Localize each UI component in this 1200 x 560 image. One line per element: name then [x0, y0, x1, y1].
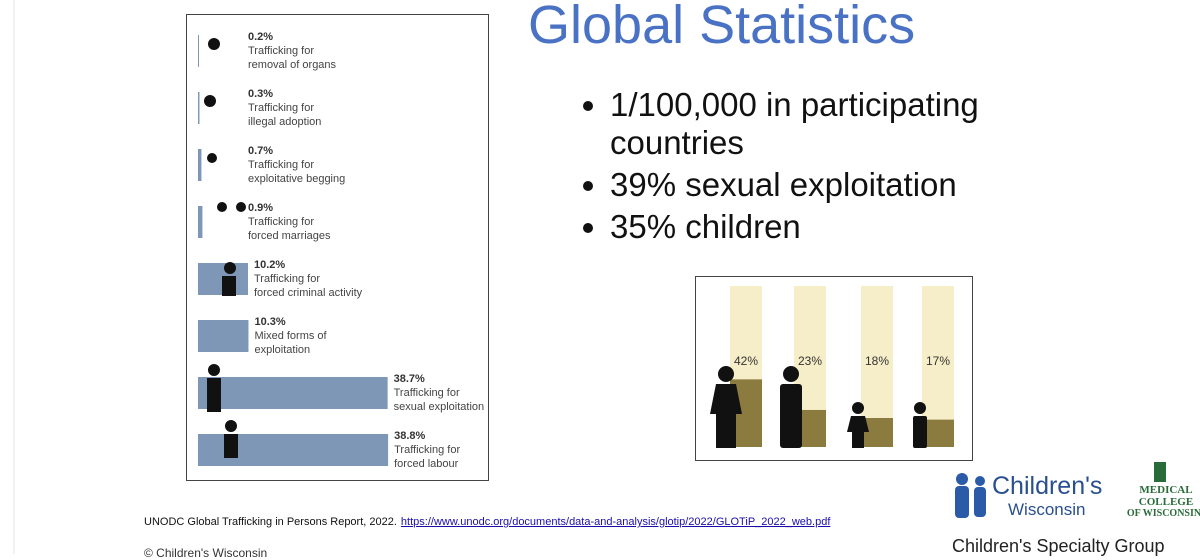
- icon: [217, 202, 227, 212]
- bar: [198, 35, 199, 67]
- logo-text: OF WISCONSIN: [1126, 508, 1200, 519]
- category-label: Trafficking for removal of organs: [248, 45, 337, 71]
- chart-frame: [695, 276, 973, 461]
- icon: [710, 384, 742, 448]
- value-label: 42%: [733, 354, 759, 368]
- logo-text: Children's Specialty Group: [952, 536, 1165, 556]
- logo-icon: [1154, 462, 1166, 482]
- value-label: 23%: [797, 354, 823, 368]
- icon: [914, 402, 926, 414]
- icon: [208, 364, 220, 376]
- icon: [207, 153, 217, 163]
- value-label: 18%: [864, 354, 890, 368]
- logo-text: COLLEGE: [1138, 496, 1194, 508]
- logo-icon: [955, 486, 969, 518]
- bar: [198, 149, 202, 181]
- value-label: 38.7%: [393, 373, 425, 385]
- icon: [224, 262, 236, 274]
- icon: [852, 402, 864, 414]
- icon: [208, 38, 220, 50]
- slide-title: Global Statistics: [528, 0, 916, 55]
- bar: [198, 92, 200, 124]
- bar: [198, 320, 249, 352]
- icon: [236, 202, 246, 212]
- copyright: © Children's Wisconsin: [144, 546, 268, 560]
- logo-icon: [956, 473, 968, 485]
- logo-icon: [975, 476, 985, 486]
- icon: [222, 276, 236, 296]
- icon: [718, 366, 734, 382]
- category-label: Trafficking for exploitative begging: [248, 159, 346, 185]
- bar: [198, 377, 388, 409]
- bullet-list: 1/100,000 in participating countries 39%…: [588, 86, 1070, 250]
- value-label: 10.2%: [253, 259, 286, 271]
- category-label: Mixed forms of exploitation: [254, 330, 327, 356]
- bullet: 1/100,000 in participating countries: [610, 86, 1070, 162]
- bar: [198, 206, 203, 238]
- value-label: 0.2%: [248, 31, 274, 43]
- category-label: Trafficking for illegal adoption: [248, 102, 322, 128]
- bullet: 39% sexual exploitation: [610, 166, 1070, 204]
- bullet: 35% children: [610, 208, 1070, 246]
- icon: [225, 420, 237, 432]
- value-label: 0.7%: [248, 145, 274, 157]
- icon: [847, 416, 869, 448]
- source-note: UNODC Global Trafficking in Persons Repo…: [144, 516, 830, 528]
- logo-figures: [955, 462, 1166, 518]
- category-label: Trafficking for forced marriages: [248, 216, 331, 242]
- category-label: Trafficking for sexual exploitation: [393, 387, 485, 413]
- logo-text: Children's: [992, 472, 1103, 500]
- icon: [783, 366, 799, 382]
- value-label: 0.9%: [248, 202, 274, 214]
- category-label: Trafficking for forced labour: [394, 444, 461, 470]
- icon: [204, 95, 216, 107]
- bar: [922, 419, 954, 447]
- icon: [207, 378, 221, 412]
- icon: [224, 434, 238, 458]
- icon: [780, 384, 802, 448]
- logo-text: Wisconsin: [1008, 500, 1086, 519]
- category-label: Trafficking for forced criminal activity: [253, 273, 363, 299]
- value-label: 38.8%: [394, 430, 426, 442]
- source-text: UNODC Global Trafficking in Persons Repo…: [144, 516, 397, 528]
- value-label: 10.3%: [254, 316, 286, 328]
- value-label: 17%: [925, 354, 951, 368]
- logo-icon: [974, 487, 986, 517]
- person-icons: [204, 38, 927, 458]
- icon: [913, 416, 927, 448]
- source-link[interactable]: https://www.unodc.org/documents/data-and…: [400, 516, 831, 528]
- chart-frame: [186, 14, 489, 481]
- logo-text: MEDICAL: [1139, 484, 1193, 496]
- value-label: 0.3%: [248, 88, 274, 100]
